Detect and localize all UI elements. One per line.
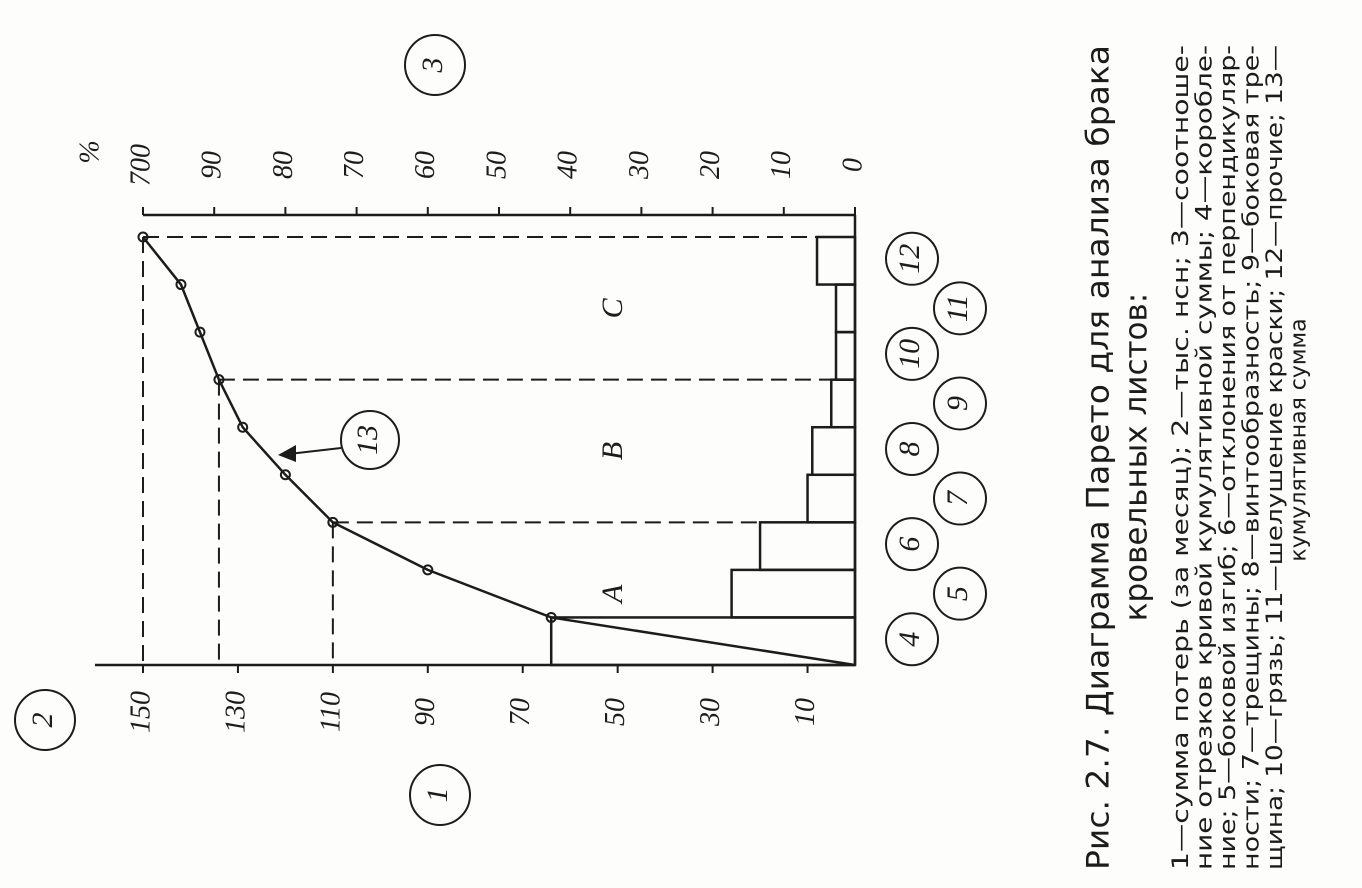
category-label-circle — [933, 376, 987, 431]
y-tick-label: 10 — [790, 698, 821, 726]
line-arrowhead — [278, 445, 296, 462]
bar — [815, 235, 857, 286]
line-label: 13 — [351, 425, 384, 455]
zone-label: A — [596, 584, 629, 605]
bar — [549, 616, 857, 667]
category-label: 11 — [941, 294, 974, 322]
caption-line: ние; 5—боковой изгиб; 6—отклонения от пе… — [1216, 45, 1241, 870]
y2-tick-label: 40 — [553, 151, 584, 179]
category-label: 6 — [893, 537, 926, 552]
y-tick-label: 30 — [695, 698, 726, 727]
caption-line: 1—сумма потерь (за месяц); 2—тыс. нсн; 3… — [1169, 45, 1194, 870]
y2-tick-label: 50 — [481, 151, 512, 179]
caption-line: кумулятивная сумма — [1287, 318, 1312, 561]
bar — [730, 568, 857, 619]
category-label: 5 — [941, 586, 974, 601]
caption-line: щина; 10—грязь; 11—шелушение краски; 12—… — [1263, 45, 1288, 870]
category-label: 4 — [893, 632, 926, 647]
y-tick-label: 110 — [315, 692, 346, 732]
line-label-circle — [340, 410, 400, 470]
y2-tick-label: 10 — [766, 151, 797, 179]
caption-title: кровельных листов: — [1119, 293, 1155, 621]
y-tick-label: 150 — [125, 691, 156, 733]
cumulative-point — [237, 421, 249, 433]
y-tick-label: 70 — [505, 698, 536, 726]
y2-tick-label: 20 — [695, 151, 726, 179]
bar — [830, 378, 857, 429]
category-label-circle — [885, 326, 939, 381]
bar — [834, 330, 857, 381]
caption-line: ности; 7—трещины; 8—винтообразность; 9—б… — [1240, 45, 1265, 870]
category-label: 7 — [941, 489, 974, 506]
category-label: 10 — [893, 339, 926, 369]
zone-label: B — [596, 442, 629, 460]
cumulative-point — [422, 564, 434, 576]
category-label-circle — [885, 231, 939, 286]
zone-label: C — [596, 297, 629, 318]
y2-unit: % — [74, 140, 105, 163]
y-label: 1 — [421, 788, 454, 803]
bar — [806, 473, 857, 524]
y2-label-circle — [404, 34, 466, 96]
y-tick-label: 50 — [600, 698, 631, 726]
cumulative-point — [279, 469, 291, 481]
bar — [758, 521, 857, 572]
category-label-circle — [885, 612, 939, 667]
category-label: 9 — [941, 396, 974, 411]
y-unit-label: 2 — [26, 713, 59, 728]
cumulative-line — [142, 236, 856, 667]
bar — [834, 283, 857, 334]
chart: 1030507090110130150010203040506070809070… — [14, 34, 1312, 870]
y2-tick-label: 0 — [837, 158, 868, 172]
y-label-circle — [409, 764, 471, 826]
y-tick-label: 90 — [410, 698, 441, 726]
y-unit-label-circle — [14, 689, 76, 751]
category-label: 8 — [893, 442, 926, 457]
bar — [811, 425, 857, 477]
category-label-circle — [933, 471, 987, 526]
y2-tick-label: 70 — [339, 151, 370, 179]
category-label-circle — [885, 422, 939, 476]
y2-tick-label: 30 — [624, 151, 655, 180]
category-label: 12 — [893, 244, 926, 274]
y2-tick-label: 700 — [125, 144, 156, 186]
category-label-circle — [885, 517, 939, 572]
caption-line: ние отрезков кривой кумулятивной суммы; … — [1193, 45, 1218, 870]
category-label-circle — [933, 281, 987, 336]
cumulative-point — [545, 611, 557, 623]
y-tick-label: 130 — [220, 691, 251, 733]
cumulative-point — [194, 326, 206, 338]
y2-tick-label: 80 — [268, 151, 299, 179]
cumulative-point — [175, 279, 187, 291]
y2-tick-label: 90 — [197, 151, 228, 179]
y2-label: 3 — [416, 58, 449, 74]
caption-title: Рис. 2.7. Диаграмма Парето для анализа б… — [1081, 45, 1117, 870]
y2-tick-label: 60 — [410, 151, 441, 179]
category-label-circle — [933, 566, 987, 621]
